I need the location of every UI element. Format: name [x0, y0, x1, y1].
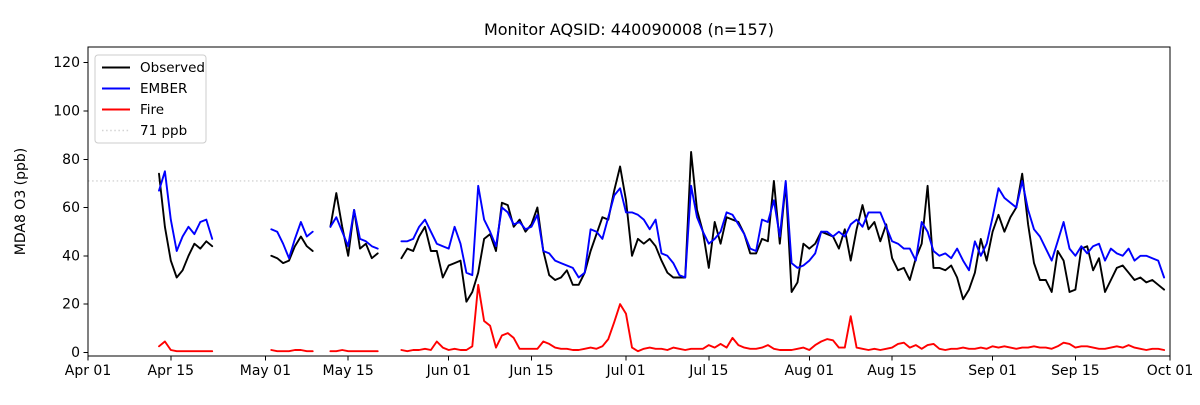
x-tick-label: May 01: [240, 363, 291, 379]
y-axis-label: MDA8 O3 (ppb): [13, 148, 29, 256]
legend-label: EMBER: [140, 81, 187, 97]
x-tick-label: Apr 15: [148, 363, 194, 379]
legend-label: Observed: [140, 60, 205, 76]
y-tick-label: 60: [62, 200, 80, 216]
fire-line: [158, 283, 1166, 353]
y-tick-label: 0: [71, 345, 80, 361]
x-axis: Apr 01 Apr 15 May 01 May 15 Jun 01 Jun 15 Jul …: [65, 356, 1193, 379]
x-tick-label: May 15: [323, 363, 374, 379]
legend-item-fire: Fire: [102, 102, 164, 118]
y-tick-label: 80: [62, 152, 80, 168]
chart-title: Monitor AQSID: 440090008 (n=157): [484, 20, 774, 39]
legend-box: [94, 54, 207, 144]
legend: Observed EMBER Fire 71 ppb: [94, 54, 207, 144]
x-tick-label: Aug 01: [785, 363, 835, 379]
x-tick-label: Apr 01: [65, 363, 111, 379]
y-tick-label: 120: [53, 55, 80, 71]
legend-label: 71 ppb: [140, 123, 187, 139]
y-axis: 0 20 40 60 80 100 120: [53, 55, 88, 361]
legend-label: Fire: [140, 102, 164, 118]
x-tick-label: Sep 15: [1051, 363, 1100, 379]
x-tick-label: Oct 01: [1147, 363, 1193, 379]
axes-frame: [87, 46, 1171, 357]
legend-item-observed: Observed: [102, 60, 205, 76]
plot-frame: [87, 46, 1171, 357]
y-tick-label: 100: [53, 103, 80, 119]
ember-line: [158, 170, 1166, 279]
y-tick-label: 40: [62, 248, 80, 264]
y-tick-label: 20: [62, 297, 80, 313]
x-tick-label: Sep 01: [968, 363, 1017, 379]
series-lines: [158, 151, 1166, 353]
observed-line: [158, 151, 1166, 303]
legend-item-71-ppb: 71 ppb: [102, 123, 187, 139]
x-tick-label: Aug 15: [867, 363, 917, 379]
legend-item-ember: EMBER: [102, 81, 187, 97]
x-tick-label: Jun 01: [426, 363, 471, 379]
x-tick-label: Jul 01: [605, 363, 645, 379]
x-tick-label: Jun 15: [508, 363, 553, 379]
x-tick-label: Jul 15: [688, 363, 728, 379]
